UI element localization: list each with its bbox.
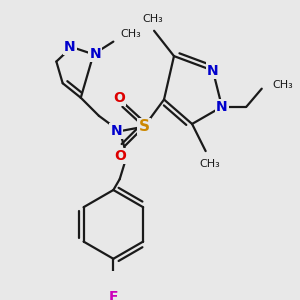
- Text: CH₃: CH₃: [273, 80, 293, 90]
- Text: CH₃: CH₃: [121, 29, 141, 39]
- Text: N: N: [207, 64, 219, 78]
- Text: N: N: [110, 124, 122, 138]
- Text: F: F: [109, 290, 118, 300]
- Text: N: N: [89, 47, 101, 61]
- Text: O: O: [115, 148, 127, 163]
- Text: CH₃: CH₃: [142, 14, 163, 24]
- Text: O: O: [113, 91, 125, 105]
- Text: N: N: [216, 100, 228, 114]
- Text: N: N: [64, 40, 76, 54]
- Text: S: S: [139, 119, 150, 134]
- Text: CH₃: CH₃: [200, 159, 220, 169]
